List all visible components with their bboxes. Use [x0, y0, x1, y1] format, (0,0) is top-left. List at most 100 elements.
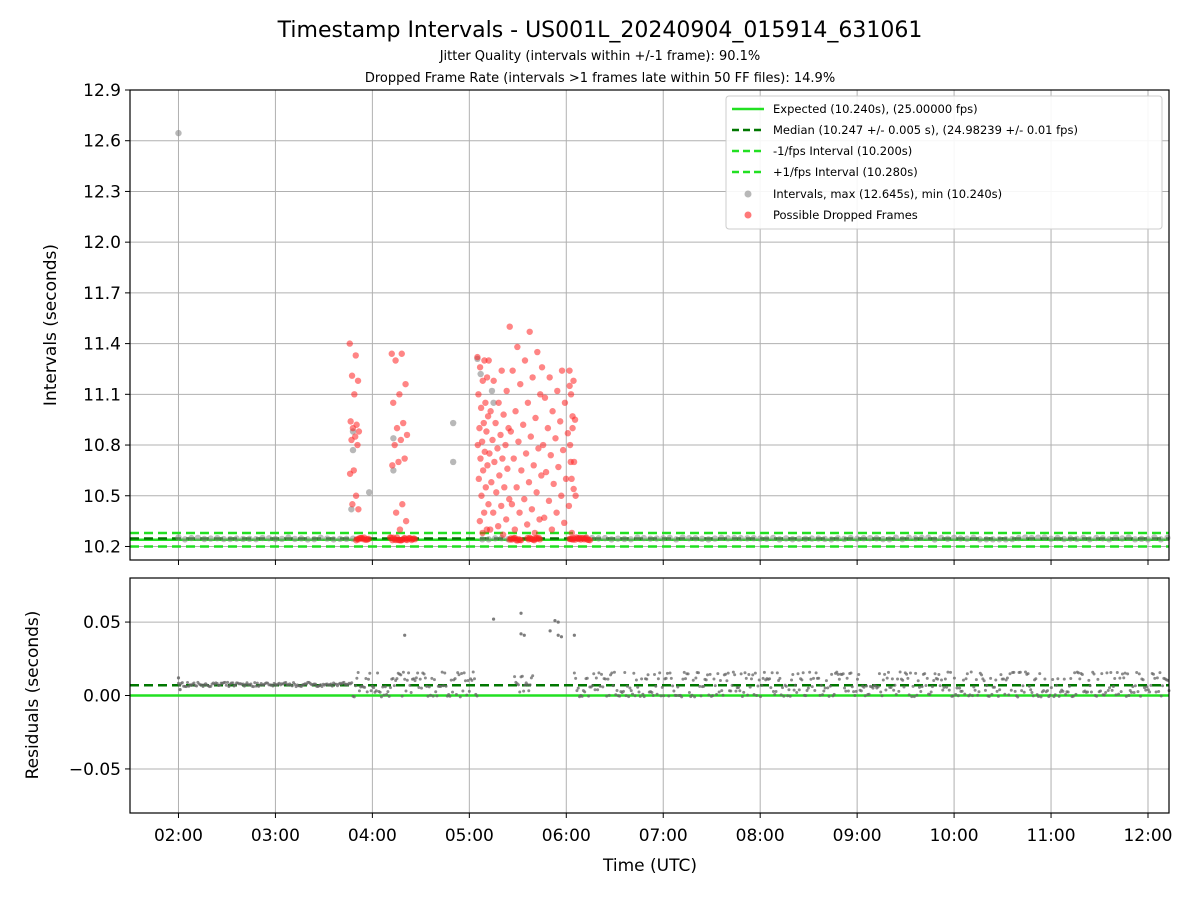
dropped-frame-rate-subtitle: Dropped Frame Rate (intervals >1 frames …	[365, 71, 835, 86]
residual-point	[401, 670, 405, 674]
residual-point	[600, 672, 604, 676]
residual-point	[947, 688, 951, 692]
x-tick-label: 10:00	[930, 826, 979, 846]
interval-point	[782, 535, 790, 542]
residual-point	[852, 690, 856, 694]
residual-point	[876, 685, 880, 689]
bottom-y-tick-label: 0.05	[83, 613, 121, 633]
residual-point	[1139, 694, 1143, 698]
residual-point	[1105, 671, 1109, 675]
dropped-frame-point	[532, 414, 539, 422]
residual-point	[417, 686, 421, 690]
interval-point	[763, 535, 770, 542]
dropped-frame-point	[396, 526, 404, 533]
residual-point	[849, 671, 853, 675]
residual-point	[454, 693, 458, 697]
residual-point	[1092, 672, 1096, 676]
interval-point	[737, 535, 744, 542]
residual-point	[180, 681, 184, 685]
bottom-y-axis-label: Residuals (seconds)	[23, 611, 43, 780]
x-tick-label: 05:00	[445, 826, 494, 846]
interval-point	[265, 535, 273, 542]
residual-point	[365, 690, 369, 694]
residual-point	[837, 677, 841, 681]
residual-point	[725, 679, 729, 683]
residual-point	[768, 677, 772, 681]
dropped-frame-point	[506, 323, 513, 330]
residual-point	[972, 685, 976, 689]
interval-point	[226, 535, 234, 543]
dropped-frame-point	[562, 475, 570, 483]
bottom-y-tick-label: 0.00	[83, 687, 121, 707]
residual-point	[1053, 693, 1057, 697]
residual-point	[994, 678, 998, 682]
dropped-frame-point	[488, 479, 495, 486]
top-y-tick-label: 12.3	[83, 182, 121, 202]
x-tick-label: 12:00	[1123, 826, 1172, 846]
residual-outlier-point	[519, 611, 523, 615]
dropped-frame-point	[537, 391, 544, 398]
residual-point	[656, 677, 660, 681]
interval-point	[491, 535, 499, 542]
residual-point	[845, 676, 849, 680]
residual-point	[432, 678, 436, 682]
residual-point	[945, 685, 949, 689]
residual-point	[453, 677, 457, 681]
residual-point	[658, 671, 662, 675]
residual-point	[426, 694, 430, 698]
interval-point	[1144, 536, 1152, 543]
dropped-frame-point	[538, 364, 546, 371]
residual-point	[386, 690, 390, 694]
interval-point	[1009, 535, 1016, 543]
residual-point	[795, 690, 799, 694]
legend-dropped-frames-swatch	[744, 211, 752, 219]
dropped-frame-point	[512, 408, 519, 415]
dropped-frame-point	[538, 472, 545, 479]
residual-point	[223, 680, 227, 684]
residual-point	[748, 685, 752, 689]
dropped-frame-point	[476, 517, 484, 525]
interval-point	[349, 446, 357, 454]
dropped-frame-point	[544, 424, 552, 432]
residual-point	[862, 685, 866, 689]
interval-point	[1047, 535, 1055, 542]
x-tick-label: 03:00	[251, 826, 300, 846]
residual-point	[836, 672, 840, 676]
residual-point	[399, 673, 403, 677]
dropped-frame-point	[539, 441, 547, 449]
dropped-frame-point	[529, 374, 536, 381]
dropped-frame-point	[552, 435, 559, 442]
residual-point	[808, 670, 812, 674]
interval-point	[449, 419, 457, 427]
residual-point	[457, 673, 461, 677]
dropped-frame-point	[523, 521, 531, 528]
residual-point	[409, 690, 413, 694]
residual-point	[354, 684, 358, 688]
residual-point	[796, 672, 800, 676]
residual-point	[744, 676, 748, 680]
residual-point	[350, 681, 354, 685]
residual-point	[646, 673, 650, 677]
interval-point	[983, 536, 990, 543]
dropped-frame-point	[397, 436, 405, 444]
dropped-frame-point	[499, 455, 506, 462]
interval-point	[181, 536, 189, 543]
residual-point	[1066, 690, 1070, 694]
dropped-frame-point	[570, 458, 578, 466]
dropped-frame-point	[494, 445, 501, 452]
dropped-frame-point	[516, 509, 523, 516]
residual-point	[805, 688, 809, 692]
residual-point	[859, 689, 863, 693]
interval-point	[1054, 534, 1061, 542]
dropped-frame-point	[392, 509, 400, 516]
top-x-ticks	[177, 560, 1149, 565]
residual-point	[920, 685, 924, 689]
residual-point	[999, 673, 1003, 677]
interval-point	[298, 535, 305, 542]
interval-point	[1099, 535, 1106, 542]
residual-point	[726, 671, 730, 675]
dropped-frame-point	[524, 399, 532, 406]
residual-point	[660, 685, 664, 689]
dropped-frame-point	[402, 517, 410, 525]
